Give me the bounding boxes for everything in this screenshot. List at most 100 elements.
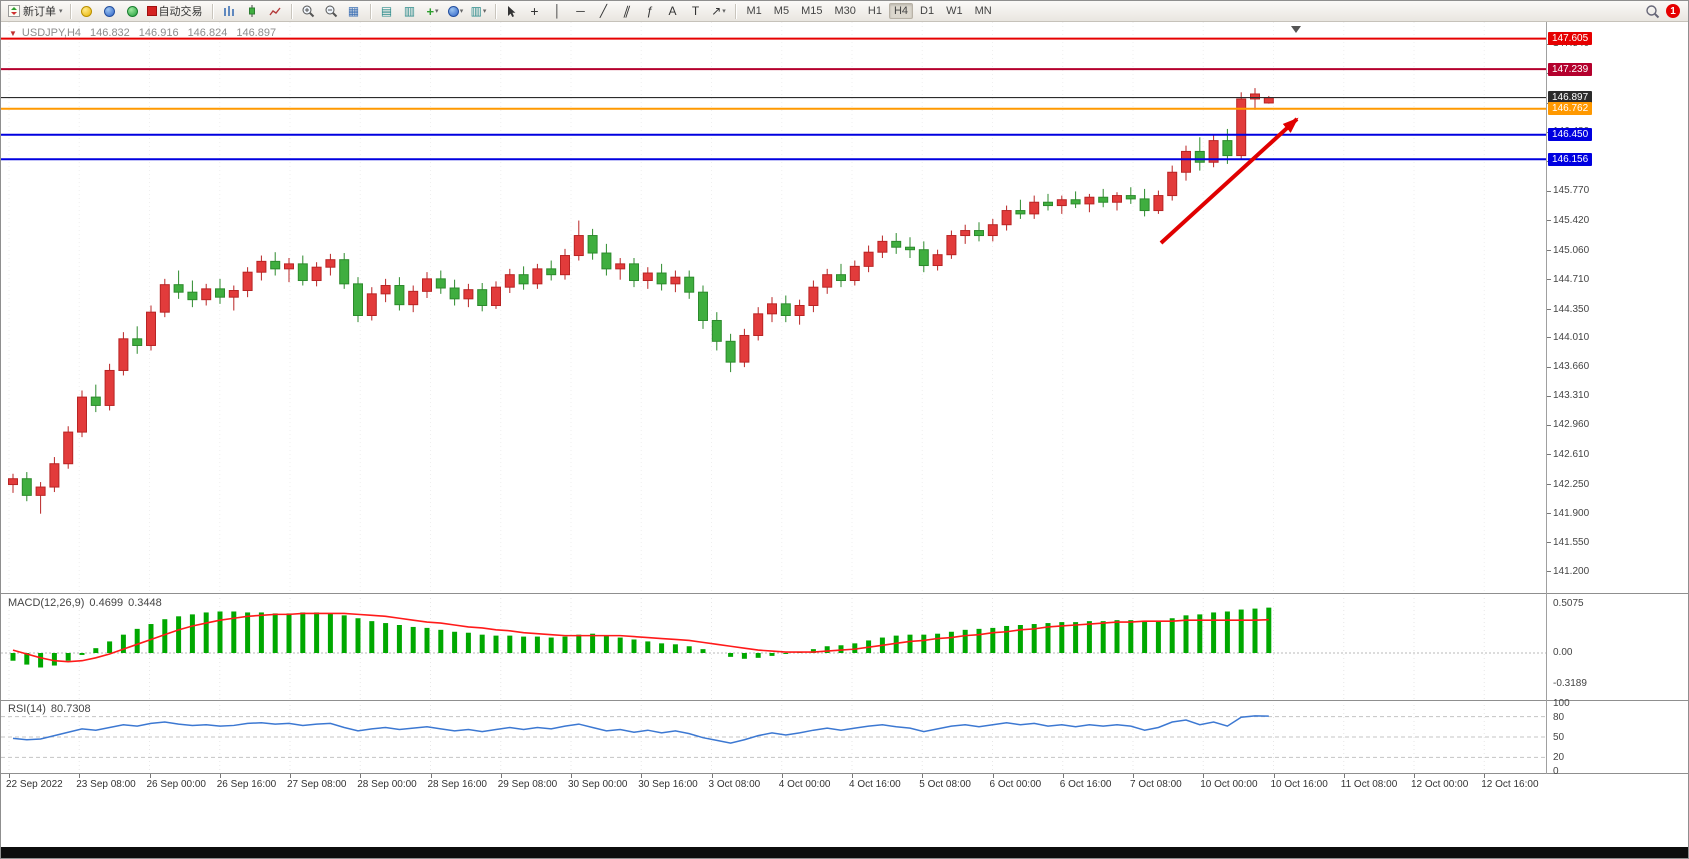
auto-trading-label: 自动交易 [158,6,203,18]
time-scale-label: 4 Oct 00:00 [778,779,831,790]
rsi-scale-label: 50 [1553,732,1565,743]
navigator-button[interactable]: ▥ [399,2,421,20]
pane-separator[interactable] [1,593,1688,595]
macd-axis[interactable]: 0.5075 0.00 -0.3189 [1547,594,1688,701]
zoom-in-button[interactable] [297,2,319,20]
time-scale-label: 29 Sep 08:00 [497,779,558,790]
time-tick [1273,774,1275,778]
rsi-scale-label: 20 [1553,752,1565,764]
search-icon[interactable] [1645,4,1660,19]
auto-trading-button[interactable]: 自动交易 [145,2,207,20]
chevron-down-icon: ▾ [722,8,726,15]
time-scale-label: 11 Oct 08:00 [1340,779,1398,790]
zoom-out-button[interactable] [320,2,342,20]
macd-name: MACD(12,26,9) [8,597,85,609]
grid-lines [8,22,1485,594]
main-chart-canvas[interactable] [1,22,1546,594]
macd-scale-label: 0.5075 [1553,598,1584,609]
crosshair-button[interactable]: + [524,2,546,20]
timeframe-D1[interactable]: D1 [920,5,935,17]
toolbar-right-group: 1 [1645,4,1684,19]
timeframe-toolbar: M1 M5 M15 M30 H1 H4 D1 W1 MN [741,3,998,19]
market-watch-button[interactable] [99,2,121,20]
list-icon: ▤ [380,4,393,18]
rsi-scale-label: 100 [1553,698,1570,709]
notification-badge[interactable]: 1 [1666,4,1680,18]
trendline-button[interactable]: ╱ [593,2,615,20]
arrow-tool-icon: ↗ [711,4,722,18]
bar-chart-icon [223,6,234,16]
bar-chart-button[interactable] [218,2,240,20]
price-axis[interactable]: 147.540147.180146.830146.480146.130145.7… [1547,22,1688,594]
price-scale-label: 143.310 [1553,390,1590,402]
timeframe-M30[interactable]: M30 [834,5,856,17]
cursor-button[interactable] [501,2,523,20]
add-indicator-button[interactable]: + ▾ [422,2,444,20]
timeframe-M5[interactable]: M5 [773,5,790,17]
fibonacci-button[interactable]: ƒ [639,2,661,20]
candlestick-chart-button[interactable] [241,2,263,20]
time-scale-label: 4 Oct 16:00 [849,779,901,790]
t ile-windows-button[interactable]: ▦ [343,2,365,20]
channel-button[interactable]: ∥ [616,2,638,20]
chevron-down-icon: ▾ [459,8,464,15]
chart-title: ▼ USDJPY,H4 146.832 146.916 146.824 146.… [9,27,276,39]
candles [8,88,1274,514]
timeframe-H4[interactable]: H4 [888,3,914,19]
pane-separator[interactable] [1,700,1688,702]
price-tick [1547,190,1551,192]
timeframe-H1[interactable]: H1 [867,5,882,17]
price-scale-label: 144.010 [1553,331,1590,343]
price-scale-label: 141.550 [1553,536,1590,548]
line-chart-button[interactable] [264,2,286,20]
ohlc-high: 146.916 [138,27,179,39]
template-button[interactable]: ▥ ▾ [468,2,490,20]
timeframe-W1[interactable]: W1 [946,5,963,17]
macd-scale-label: -0.3189 [1553,677,1587,689]
new-order-button[interactable]: 新订单 ▾ [5,2,65,20]
horizontal-line-button[interactable]: ─ [570,2,592,20]
timeframe-MN[interactable]: MN [974,5,992,17]
price-tick [1547,250,1551,252]
line-chart-icon [268,7,281,16]
time-scale-label: 12 Oct 00:00 [1411,779,1469,790]
price-tick [1547,542,1551,544]
separator [369,3,371,19]
rsi-scale-label: 80 [1553,711,1565,723]
price-level-label: 146.450 [1548,128,1593,142]
chart-shift-marker [1291,26,1301,33]
time-scale-label: 30 Sep 16:00 [638,779,698,790]
price-scale-label: 144.350 [1553,303,1590,315]
hline-icon: ─ [576,4,585,18]
separator [211,3,213,19]
time-tick [500,774,502,778]
time-tick [219,774,221,778]
alerts-button[interactable] [76,2,98,20]
text-tool-button[interactable]: A [662,2,684,20]
time-tick [1203,774,1205,778]
chevron-down-icon: ▾ [435,8,439,15]
time-tick [1062,774,1064,778]
price-scale-label: 145.420 [1553,214,1590,226]
vertical-line-button[interactable]: │ [547,2,569,20]
period-button[interactable]: ▾ [445,2,467,20]
label-tool-button[interactable]: T [685,2,707,20]
rsi-scale-label: 0 [1553,766,1559,777]
timeframe-M15[interactable]: M15 [801,5,823,17]
time-tick [360,774,362,778]
arrows-tool-button[interactable]: ↗ ▾ [708,2,730,20]
price-level-label: 146.762 [1548,102,1593,116]
time-tick [1343,774,1345,778]
time-tick [9,774,10,778]
web-button[interactable] [122,2,144,20]
time-scale-label: 30 Sep 00:00 [568,779,628,790]
rsi-pane-canvas[interactable] [1,701,1546,774]
price-tick [1547,220,1551,222]
timeframe-M1[interactable]: M1 [746,5,762,17]
time-axis[interactable]: 22 Sep 2022 23 Sep 08:00 26 Sep 00:00 26 Se… [1,774,1688,796]
indicators-list-button[interactable]: ▤ [376,2,398,20]
rsi-axis[interactable]: 100 80 50 20 0 [1547,698,1688,777]
macd-pane-canvas[interactable] [1,594,1546,701]
vline-icon: │ [553,4,562,18]
price-scale-label: 143.660 [1553,361,1590,373]
